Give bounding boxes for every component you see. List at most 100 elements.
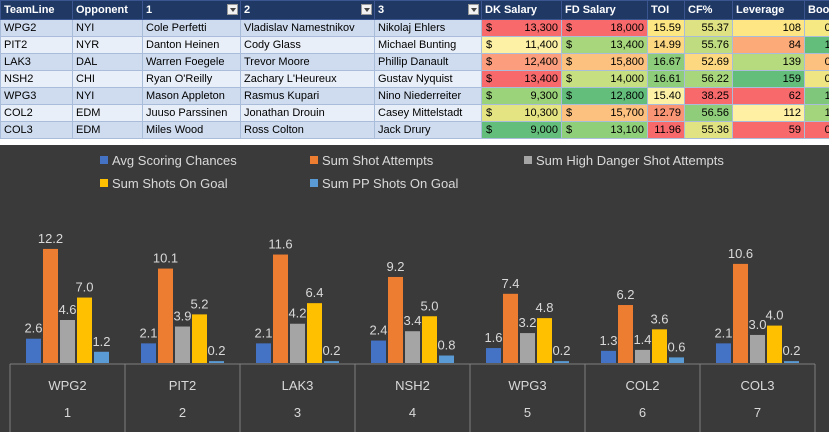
leverage-cell[interactable]: 108 <box>732 19 805 37</box>
boom-cell[interactable]: 1.01 <box>804 87 829 105</box>
header-cf-pct[interactable]: CF% <box>684 0 733 20</box>
player-1-cell[interactable]: Miles Wood <box>142 121 241 139</box>
player-1-cell[interactable]: Danton Heinen <box>142 36 241 54</box>
dk-salary-cell[interactable]: $13,400 <box>481 70 562 88</box>
player-1-cell[interactable]: Juuso Parssinen <box>142 104 241 122</box>
fd-salary-cell[interactable]: $13,400 <box>561 36 648 54</box>
teamline-cell[interactable]: WPG2 <box>0 19 73 37</box>
player-2-cell[interactable]: Rasmus Kupari <box>240 87 375 105</box>
teamline-cell[interactable]: COL2 <box>0 104 73 122</box>
fd-salary-cell[interactable]: $13,100 <box>561 121 648 139</box>
filter-dropdown-icon[interactable] <box>361 4 372 15</box>
header-leverage[interactable]: Leverage <box>732 0 805 20</box>
header-player-3[interactable]: 3 <box>374 0 482 20</box>
player-3-cell[interactable]: Jack Drury <box>374 121 482 139</box>
player-1-cell[interactable]: Mason Appleton <box>142 87 241 105</box>
boom-cell[interactable]: 0.86 <box>804 121 829 139</box>
cf-pct-cell[interactable]: 56.22 <box>684 70 733 88</box>
teamline-cell[interactable]: COL3 <box>0 121 73 139</box>
player-2-cell[interactable]: Jonathan Drouin <box>240 104 375 122</box>
toi-cell[interactable]: 16.61 <box>647 70 685 88</box>
player-1-cell[interactable]: Ryan O'Reilly <box>142 70 241 88</box>
category-label: COL3 <box>741 378 775 393</box>
cf-pct-cell[interactable]: 56.56 <box>684 104 733 122</box>
leverage-cell[interactable]: 62 <box>732 87 805 105</box>
player-3-cell[interactable]: Phillip Danault <box>374 53 482 71</box>
header-boom[interactable]: Boom <box>804 0 829 20</box>
toi-cell[interactable]: 11.96 <box>647 121 685 139</box>
opponent-cell[interactable]: DAL <box>72 53 143 71</box>
opponent-cell[interactable]: NYI <box>72 87 143 105</box>
filter-dropdown-icon[interactable] <box>227 4 238 15</box>
player-1-cell[interactable]: Warren Foegele <box>142 53 241 71</box>
toi-cell[interactable]: 15.40 <box>647 87 685 105</box>
player-3-cell[interactable]: Nino Niederreiter <box>374 87 482 105</box>
player-3-cell[interactable]: Michael Bunting <box>374 36 482 54</box>
bar <box>767 325 782 363</box>
opponent-cell[interactable]: CHI <box>72 70 143 88</box>
dk-salary-cell[interactable]: $9,300 <box>481 87 562 105</box>
player-2-cell[interactable]: Trevor Moore <box>240 53 375 71</box>
data-label: 0.2 <box>552 343 570 358</box>
bar <box>405 331 420 363</box>
opponent-cell[interactable]: EDM <box>72 104 143 122</box>
player-2-cell[interactable]: Ross Colton <box>240 121 375 139</box>
player-3-cell[interactable]: Casey Mittelstadt <box>374 104 482 122</box>
cf-pct-cell[interactable]: 55.76 <box>684 36 733 54</box>
fd-salary-cell[interactable]: $15,800 <box>561 53 648 71</box>
leverage-cell[interactable]: 139 <box>732 53 805 71</box>
dk-salary-cell[interactable]: $12,400 <box>481 53 562 71</box>
cf-pct-cell[interactable]: 38.25 <box>684 87 733 105</box>
dk-salary-cell[interactable]: $10,300 <box>481 104 562 122</box>
header-toi[interactable]: TOI <box>647 0 685 20</box>
cf-pct-cell[interactable]: 55.37 <box>684 19 733 37</box>
fd-salary-cell[interactable]: $15,700 <box>561 104 648 122</box>
header-player-2[interactable]: 2 <box>240 0 375 20</box>
dk-salary-cell[interactable]: $9,000 <box>481 121 562 139</box>
bar <box>503 293 518 363</box>
toi-cell[interactable]: 16.67 <box>647 53 685 71</box>
header-teamline[interactable]: TeamLine <box>0 0 73 20</box>
category-label: PIT2 <box>169 378 196 393</box>
leverage-cell[interactable]: 159 <box>732 70 805 88</box>
data-label: 4.6 <box>58 302 76 317</box>
data-label: 4.2 <box>288 306 306 321</box>
filter-dropdown-icon[interactable] <box>468 4 479 15</box>
toi-cell[interactable]: 12.79 <box>647 104 685 122</box>
cf-pct-cell[interactable]: 52.69 <box>684 53 733 71</box>
opponent-cell[interactable]: NYR <box>72 36 143 54</box>
leverage-cell[interactable]: 59 <box>732 121 805 139</box>
boom-cell[interactable]: 1.00 <box>804 104 829 122</box>
opponent-cell[interactable]: EDM <box>72 121 143 139</box>
leverage-cell[interactable]: 84 <box>732 36 805 54</box>
player-2-cell[interactable]: Vladislav Namestnikov <box>240 19 375 37</box>
leverage-cell[interactable]: 112 <box>732 104 805 122</box>
category-label: LAK3 <box>282 378 314 393</box>
boom-cell[interactable]: 0.93 <box>804 19 829 37</box>
player-2-cell[interactable]: Cody Glass <box>240 36 375 54</box>
toi-cell[interactable]: 14.99 <box>647 36 685 54</box>
dk-salary-cell[interactable]: $13,300 <box>481 19 562 37</box>
teamline-cell[interactable]: PIT2 <box>0 36 73 54</box>
teamline-cell[interactable]: NSH2 <box>0 70 73 88</box>
header-opponent[interactable]: Opponent <box>72 0 143 20</box>
player-2-cell[interactable]: Zachary L'Heureux <box>240 70 375 88</box>
boom-cell[interactable]: 1.03 <box>804 36 829 54</box>
fd-salary-cell[interactable]: $14,000 <box>561 70 648 88</box>
player-3-cell[interactable]: Gustav Nyquist <box>374 70 482 88</box>
dk-salary-cell[interactable]: $11,400 <box>481 36 562 54</box>
player-1-cell[interactable]: Cole Perfetti <box>142 19 241 37</box>
toi-cell[interactable]: 15.59 <box>647 19 685 37</box>
teamline-cell[interactable]: WPG3 <box>0 87 73 105</box>
opponent-cell[interactable]: NYI <box>72 19 143 37</box>
teamline-cell[interactable]: LAK3 <box>0 53 73 71</box>
header-dk-salary[interactable]: DK Salary <box>481 0 562 20</box>
header-fd-salary[interactable]: FD Salary <box>561 0 648 20</box>
boom-cell[interactable]: 0.94 <box>804 70 829 88</box>
boom-cell[interactable]: 0.92 <box>804 53 829 71</box>
player-3-cell[interactable]: Nikolaj Ehlers <box>374 19 482 37</box>
fd-salary-cell[interactable]: $12,800 <box>561 87 648 105</box>
cf-pct-cell[interactable]: 55.36 <box>684 121 733 139</box>
fd-salary-cell[interactable]: $18,000 <box>561 19 648 37</box>
header-player-1[interactable]: 1 <box>142 0 241 20</box>
